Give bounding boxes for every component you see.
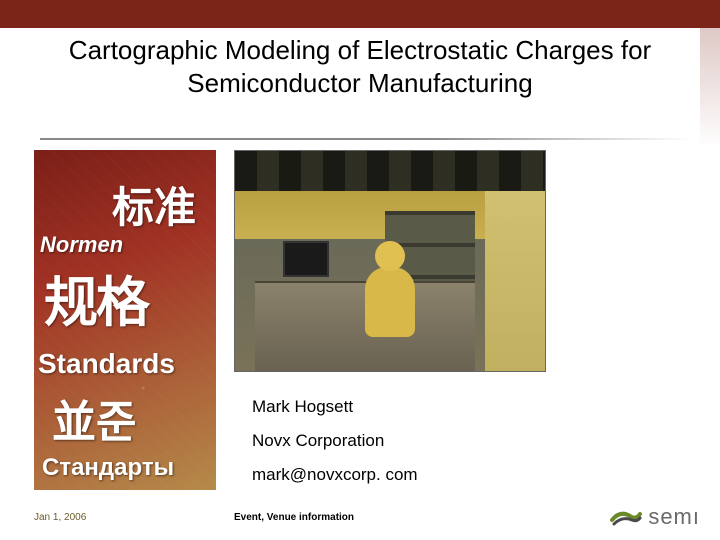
author-name: Mark Hogsett (252, 390, 690, 424)
company-name: Novx Corporation (252, 424, 690, 458)
corner-tab (0, 28, 44, 64)
title-area: Cartographic Modeling of Electrostatic C… (0, 28, 720, 109)
semi-logo-icon (610, 506, 642, 528)
footer-venue: Event, Venue information (234, 512, 354, 523)
cjk-text-2: 规格 (44, 258, 148, 337)
cjk-text-3: 並준 (52, 386, 136, 450)
photo-ceiling (235, 151, 545, 191)
right-column: Mark Hogsett Novx Corporation mark@novxc… (234, 150, 690, 492)
cleanroom-photo (234, 150, 546, 372)
footer-date: Jan 1, 2006 (34, 512, 86, 523)
content-row: 标准 Normen 规格 Standards 並준 Стандарты Mark… (34, 150, 690, 492)
semi-logo: semı (610, 504, 700, 530)
cjk-text-1: 标准 (112, 174, 196, 235)
right-edge-shade (700, 28, 720, 148)
title-underline (40, 138, 690, 140)
top-accent-bar (0, 0, 720, 28)
footer: Jan 1, 2006 Event, Venue information sem… (34, 504, 700, 530)
photo-wall (485, 191, 545, 371)
semi-logo-text: semı (648, 504, 700, 530)
normen-text: Normen (40, 232, 123, 258)
standards-text: Standards (38, 348, 175, 380)
credits-block: Mark Hogsett Novx Corporation mark@novxc… (252, 390, 690, 492)
photo-monitor (283, 241, 329, 277)
worker-suit (365, 267, 415, 337)
standards-sidebar-graphic: 标准 Normen 规格 Standards 並준 Стандарты (34, 150, 216, 490)
author-email: mark@novxcorp. com (252, 458, 690, 492)
cyrillic-text: Стандарты (42, 454, 174, 482)
worker-head (375, 241, 405, 271)
slide-title: Cartographic Modeling of Electrostatic C… (40, 34, 680, 99)
photo-worker (355, 227, 425, 337)
